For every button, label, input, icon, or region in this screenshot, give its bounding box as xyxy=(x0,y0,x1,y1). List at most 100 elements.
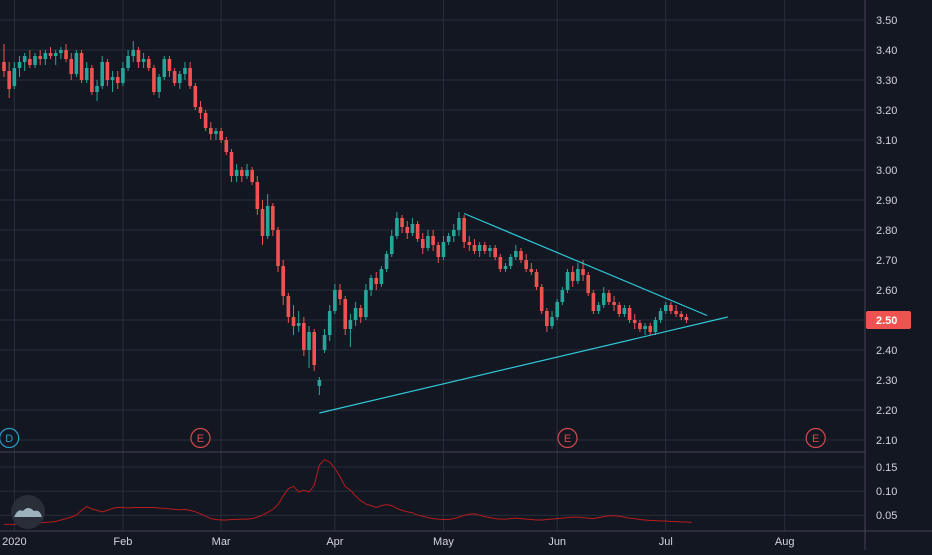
candle-body xyxy=(601,293,606,305)
candle xyxy=(653,317,658,335)
candle xyxy=(369,275,373,296)
candle-body xyxy=(498,257,503,269)
candle-body xyxy=(591,293,596,311)
candle xyxy=(167,56,172,77)
candle-body xyxy=(265,206,270,236)
candle-body xyxy=(529,269,534,272)
candle xyxy=(64,44,68,62)
candle-body xyxy=(209,128,213,134)
candle xyxy=(601,287,606,308)
candle xyxy=(38,50,42,65)
candle xyxy=(302,317,306,356)
price-tick-label: 2.90 xyxy=(876,195,897,207)
candle-body xyxy=(638,323,642,329)
candle-body xyxy=(441,242,446,257)
candle xyxy=(69,53,74,80)
candle-body xyxy=(539,287,544,311)
candle-body xyxy=(684,317,689,320)
candle-body xyxy=(245,170,249,176)
candle xyxy=(214,128,218,140)
candle-body xyxy=(234,170,239,176)
price-tick-label: 2.10 xyxy=(876,435,897,447)
candle xyxy=(312,329,316,371)
candle xyxy=(90,65,94,95)
price-axis[interactable]: 3.50 3.40 3.30 3.20 3.10 3.00 2.90 2.80 2.70 2.60… xyxy=(866,15,911,522)
time-tick-label: 2020 xyxy=(2,536,26,548)
candle-body xyxy=(203,113,208,128)
candle-body xyxy=(508,257,513,266)
candle xyxy=(28,50,32,68)
candle-body xyxy=(64,50,68,59)
candle xyxy=(59,47,63,59)
price-tick-label: 2.20 xyxy=(876,405,897,417)
candle xyxy=(607,290,611,305)
candle xyxy=(110,71,115,92)
candle xyxy=(343,296,348,335)
candle-body xyxy=(643,326,647,329)
candle xyxy=(669,302,673,314)
candle xyxy=(115,71,120,89)
earnings-marker[interactable]: E xyxy=(190,427,211,449)
candle xyxy=(426,230,430,251)
candle xyxy=(79,50,84,83)
candle xyxy=(136,47,141,68)
earnings-marker[interactable]: E xyxy=(805,427,826,449)
candle-body xyxy=(405,227,410,233)
candle xyxy=(265,194,270,239)
candle-body xyxy=(472,245,477,251)
candle-body xyxy=(622,308,627,314)
dividend-marker[interactable]: D xyxy=(0,427,20,449)
time-tick-label: Jul xyxy=(659,536,673,548)
candle-body xyxy=(110,77,115,80)
candle xyxy=(410,218,415,236)
candle-body xyxy=(389,236,394,254)
candle-body xyxy=(193,86,198,107)
time-tick-label: Mar xyxy=(212,536,231,548)
candle xyxy=(503,263,508,272)
candle-body xyxy=(33,56,37,65)
candle-body xyxy=(477,245,482,251)
candle-body xyxy=(348,320,353,329)
candle xyxy=(493,245,497,260)
price-tick-label: 3.40 xyxy=(876,45,897,57)
price-tick-label: 2.40 xyxy=(876,345,897,357)
candle-body xyxy=(250,170,254,182)
candle-body xyxy=(369,278,373,290)
price-tick-label: 2.80 xyxy=(876,225,897,237)
earnings-marker[interactable]: E xyxy=(557,427,578,449)
candle xyxy=(441,236,446,260)
candle-body xyxy=(84,68,89,80)
candle xyxy=(415,221,420,242)
candle-body xyxy=(229,152,234,176)
candle xyxy=(617,302,622,317)
candle-body xyxy=(581,269,585,275)
candle-body xyxy=(22,56,27,62)
candle xyxy=(446,233,451,245)
candle xyxy=(648,323,653,335)
candle xyxy=(162,56,167,80)
candle xyxy=(157,74,161,98)
candle xyxy=(177,71,182,89)
candle-body xyxy=(2,62,6,71)
candle-body xyxy=(586,275,591,293)
candle xyxy=(658,308,663,323)
candle-body xyxy=(384,254,389,269)
candle-body xyxy=(167,59,172,71)
indicator-tick-label: 0.05 xyxy=(876,510,897,522)
time-axis[interactable]: 2020 Feb Mar Apr May Jun Jul Aug xyxy=(2,536,794,548)
candle-body xyxy=(115,77,120,83)
trendline xyxy=(319,316,728,414)
candle xyxy=(209,122,213,140)
candle-body xyxy=(545,311,549,326)
candle xyxy=(33,53,37,68)
candle-body xyxy=(333,290,337,311)
indicator-pane xyxy=(4,459,692,525)
tradingview-badge[interactable] xyxy=(11,495,45,529)
candle-body xyxy=(353,308,358,320)
candle-body xyxy=(224,140,229,152)
last-price-tag[interactable]: 2.50 xyxy=(866,311,911,329)
candle xyxy=(431,230,435,251)
candle xyxy=(612,296,616,311)
candle xyxy=(95,80,99,101)
